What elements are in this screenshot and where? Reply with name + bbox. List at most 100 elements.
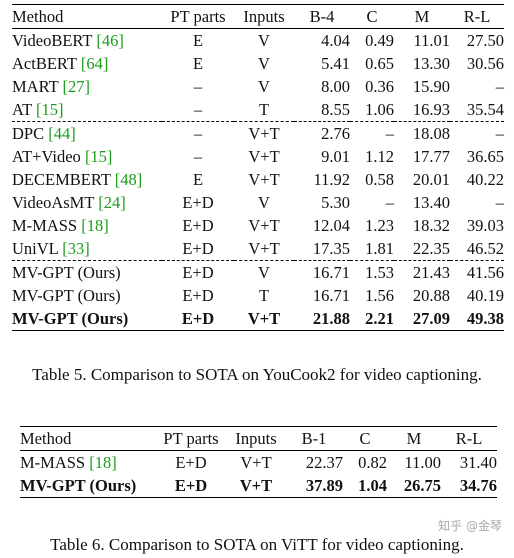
watermark: 知乎 @金琴 [438,519,502,533]
metric-rl-cell: 31.40 [459,453,497,472]
method-cell: AT+Video [15] [12,145,162,168]
metric-rl-cell: – [495,77,504,96]
pt-parts-cell: E [192,31,204,50]
method-name: MART [12,77,59,96]
pt-parts-cell: E+D [182,263,214,282]
inputs-cell: V [258,193,270,212]
metric-rl-cell: 35.54 [466,100,504,119]
metric-rl-cell: 36.65 [466,147,504,166]
method-name: MV-GPT (Ours) [20,476,137,495]
method-cell: UniVL [33] [12,237,162,261]
citation-link[interactable]: [15] [84,147,113,166]
method-name: ActBERT [12,54,77,73]
metric-b-cell: 8.55 [321,100,350,119]
method-cell: AT [15] [12,98,162,122]
table-row: AT+Video [15] – V+T 9.01 1.12 17.77 36.65 [12,145,504,168]
metric-b-cell: 4.04 [321,31,350,50]
inputs-cell: V+T [247,309,281,328]
inputs-cell: V [258,31,270,50]
metric-m-cell: 13.40 [412,193,450,212]
table-row: DPC [44] – V+T 2.76–18.08– [12,121,504,146]
metric-c-cell: 1.23 [365,216,394,235]
metric-c-cell: 1.56 [365,286,394,305]
table-row: MV-GPT (Ours) E+D V+T 21.88 2.21 27.09 49.38 [12,307,504,331]
col-header-inputs: Inputs [243,7,285,26]
metric-b-cell: 11.92 [313,170,350,189]
inputs-cell: V [258,77,270,96]
citation-link[interactable]: [15] [36,100,64,119]
citation-link[interactable]: [44] [48,124,76,143]
metric-b-cell: 5.41 [321,54,350,73]
method-cell: MV-GPT (Ours) [12,261,162,285]
pt-parts-cell: E+D [175,453,207,472]
metric-rl-cell: 41.56 [466,263,504,282]
metric-b-cell: 9.01 [321,147,350,166]
metric-m-cell: 22.35 [412,239,450,258]
citation-link[interactable]: [27] [62,77,91,96]
pt-parts-cell: – [193,124,203,143]
pt-parts-cell: E [192,170,204,189]
inputs-cell: V+T [248,216,280,235]
table-row: M-MASS [18] E+D V+T 22.37 0.82 11.00 31.40 [20,450,497,475]
col-header-c: C [359,429,371,448]
citation-link[interactable]: [46] [96,31,124,50]
col-header-m: M [414,7,430,26]
table-header-row: Method PT parts Inputs B-1 C M R-L [20,426,497,451]
metric-rl-cell: 30.56 [466,54,504,73]
metric-m-cell: 13.30 [412,54,450,73]
inputs-cell: V [258,263,270,282]
citation-link[interactable]: [64] [80,54,109,73]
table-row: MV-GPT (Ours) E+D V+T 37.89 1.04 26.75 34.76 [20,474,497,498]
metric-rl-cell: – [495,124,504,143]
inputs-cell: V+T [248,124,280,143]
metric-rl-cell: 27.50 [466,31,504,50]
metric-c-cell: 0.65 [365,54,394,73]
method-name: VideoAsMT [12,193,95,212]
method-cell: VideoAsMT [24] [12,191,162,214]
pt-parts-cell: E+D [182,193,214,212]
table-row: VideoBERT [46] E V 4.04 0.49 11.01 27.50 [12,28,504,53]
method-name: MV-GPT (Ours) [12,263,121,282]
inputs-cell: T [258,100,270,119]
metric-rl-cell: 34.76 [459,476,497,495]
citation-link[interactable]: [24] [98,193,126,212]
metric-c-cell: 0.58 [365,170,394,189]
metric-c-cell: – [385,193,394,212]
method-name: M-MASS [12,216,78,235]
metric-c-cell: 1.53 [365,263,394,282]
metric-m-cell: 27.09 [412,309,450,328]
inputs-cell: T [258,286,270,305]
pt-parts-cell: – [193,77,203,96]
table-6-caption: Table 6. Comparison to SOTA on ViTT for … [50,535,464,554]
metric-c-cell: 1.04 [358,476,387,495]
metric-m-cell: 11.00 [404,453,441,472]
inputs-cell: V+T [248,239,280,258]
metric-c-cell: 1.06 [365,100,394,119]
metric-b-cell: 16.71 [312,263,350,282]
col-header-inputs: Inputs [235,429,277,448]
method-name: VideoBERT [12,31,93,50]
pt-parts-cell: E+D [182,216,214,235]
metric-b-cell: 21.88 [312,309,350,328]
metric-b-cell: 12.04 [312,216,350,235]
inputs-cell: V+T [240,453,272,472]
citation-link[interactable]: [18] [89,453,117,472]
citation-link[interactable]: [18] [81,216,109,235]
table-row: AT [15] – T 8.55 1.06 16.93 35.54 [12,98,504,122]
table-header-row: Method PT parts Inputs B-4 C M R-L [12,4,504,29]
col-header-b4: B-4 [309,7,335,26]
pt-parts-cell: E+D [174,476,208,495]
method-cell: M-MASS [18] [20,451,155,475]
col-header-rl: R-L [455,429,483,448]
citation-link[interactable]: [48] [114,170,143,189]
table-row: UniVL [33] E+D V+T 17.35 1.81 22.35 46.52 [12,237,504,261]
metric-rl-cell: 46.52 [466,239,504,258]
table-row: MV-GPT (Ours) E+D T 16.71 1.56 20.88 40.19 [12,284,504,307]
citation-link[interactable]: [33] [62,239,90,258]
metric-b-cell: 37.89 [305,476,343,495]
col-header-method: Method [20,429,72,448]
metric-c-cell: 2.21 [365,309,394,328]
metric-m-cell: 21.43 [412,263,450,282]
table-5: Method PT parts Inputs B-4 C M R-L Video… [12,4,504,331]
metric-c-cell: 0.82 [358,453,387,472]
